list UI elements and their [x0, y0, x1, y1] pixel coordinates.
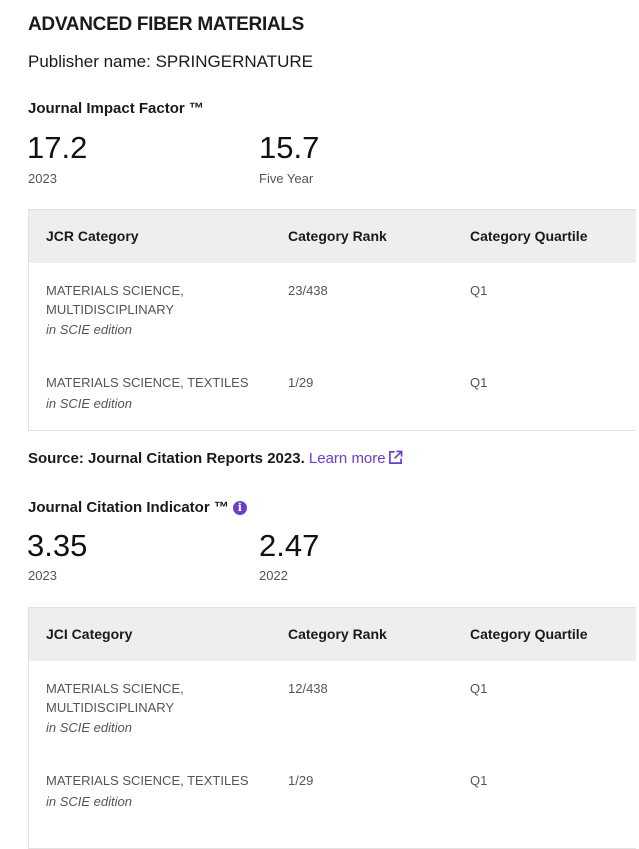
external-link-icon [388, 450, 403, 464]
jcr-category-table: JCR Category Category Rank Category Quar… [28, 209, 636, 431]
jif-five-year-value: 15.7 [259, 130, 320, 165]
jci-prev-value: 2.47 [259, 528, 320, 563]
learn-more-label: Learn more [308, 450, 386, 467]
category-name: MATERIALS SCIENCE, TEXTILES [46, 375, 249, 390]
header-category: JCR Category [46, 228, 139, 244]
jci-prev-year: 2022 [259, 568, 288, 583]
publisher-name: Publisher name: SPRINGERNATURE [28, 52, 313, 71]
category-rank: 23/438 [288, 283, 328, 298]
jif-year: 2023 [28, 171, 57, 186]
table-row: MATERIALS SCIENCE, TEXTILES in SCIE edit… [29, 753, 636, 823]
learn-more-link[interactable]: Learn more [309, 450, 403, 467]
source-text: Source: Journal Citation Reports 2023. [28, 450, 305, 467]
category-name: MATERIALS SCIENCE, MULTIDISCIPLINARY [46, 681, 184, 715]
jif-value: 17.2 [27, 130, 88, 165]
jci-heading: Journal Citation Indicator ™ i [28, 499, 247, 516]
jci-year: 2023 [28, 568, 57, 583]
category-quartile: Q1 [470, 773, 488, 788]
category-rank: 1/29 [288, 375, 314, 390]
category-name: MATERIALS SCIENCE, MULTIDISCIPLINARY [46, 283, 184, 317]
category-quartile: Q1 [470, 375, 488, 390]
edition: in SCIE edition [46, 322, 132, 337]
table-header: JCR Category Category Rank Category Quar… [29, 210, 636, 263]
jci-heading-text: Journal Citation Indicator ™ [28, 499, 229, 516]
category-name: MATERIALS SCIENCE, TEXTILES [46, 773, 249, 788]
edition: in SCIE edition [46, 794, 132, 809]
source-line: Source: Journal Citation Reports 2023. L… [28, 450, 403, 467]
jif-five-year-label: Five Year [259, 171, 314, 186]
table-row: MATERIALS SCIENCE, MULTIDISCIPLINARY in … [29, 263, 636, 355]
header-category: JCI Category [46, 626, 133, 642]
header-quartile: Category Quartile [470, 228, 588, 244]
table-header: JCI Category Category Rank Category Quar… [29, 608, 636, 661]
jci-category-table: JCI Category Category Rank Category Quar… [28, 607, 636, 849]
header-rank: Category Rank [288, 228, 387, 244]
edition: in SCIE edition [46, 396, 132, 411]
jci-value: 3.35 [27, 528, 88, 563]
journal-title: ADVANCED FIBER MATERIALS [28, 14, 305, 35]
header-rank: Category Rank [288, 626, 387, 642]
category-quartile: Q1 [470, 681, 488, 696]
header-quartile: Category Quartile [470, 626, 588, 642]
jif-heading: Journal Impact Factor ™ [28, 100, 204, 117]
table-row: MATERIALS SCIENCE, TEXTILES in SCIE edit… [29, 355, 636, 425]
info-icon[interactable]: i [232, 501, 247, 515]
edition: in SCIE edition [46, 720, 132, 735]
category-quartile: Q1 [470, 283, 488, 298]
category-rank: 12/438 [288, 681, 328, 696]
category-rank: 1/29 [288, 773, 314, 788]
table-row: MATERIALS SCIENCE, MULTIDISCIPLINARY in … [29, 661, 636, 753]
